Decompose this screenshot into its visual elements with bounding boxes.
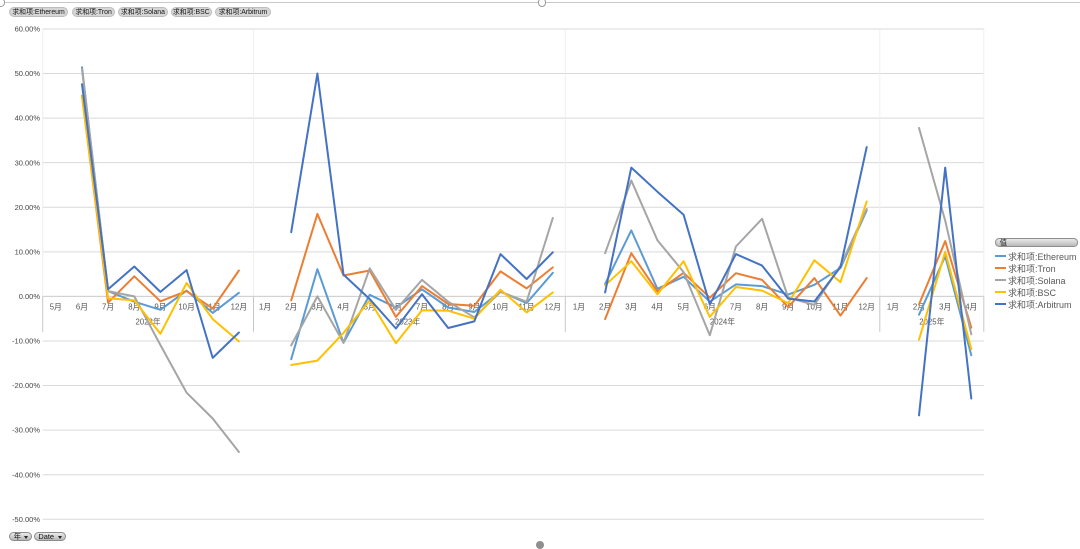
svg-text:10月: 10月 [178, 303, 194, 312]
svg-text:9月: 9月 [468, 303, 480, 312]
svg-text:11月: 11月 [833, 303, 849, 312]
svg-text:12月: 12月 [858, 303, 874, 312]
svg-text:0.00%: 0.00% [19, 292, 41, 301]
svg-text:11月: 11月 [519, 303, 535, 312]
svg-text:6月: 6月 [76, 303, 88, 312]
svg-text:2025年: 2025年 [919, 316, 944, 326]
svg-text:50.00%: 50.00% [15, 69, 41, 78]
svg-text:2月: 2月 [913, 303, 925, 312]
svg-text:-20.00%: -20.00% [12, 381, 40, 390]
svg-text:5月: 5月 [678, 303, 690, 312]
svg-text:9月: 9月 [154, 303, 166, 312]
svg-text:7月: 7月 [416, 303, 428, 312]
svg-text:3月: 3月 [311, 303, 323, 312]
svg-text:5月: 5月 [364, 303, 376, 312]
svg-text:2月: 2月 [285, 303, 297, 312]
svg-text:8月: 8月 [128, 303, 140, 312]
svg-text:2023年: 2023年 [395, 316, 420, 326]
svg-text:-50.00%: -50.00% [12, 515, 40, 524]
svg-text:3月: 3月 [939, 303, 951, 312]
svg-text:6月: 6月 [704, 303, 716, 312]
svg-text:4月: 4月 [337, 303, 349, 312]
svg-text:-30.00%: -30.00% [12, 426, 40, 435]
svg-text:12月: 12月 [545, 303, 561, 312]
svg-text:8月: 8月 [756, 303, 768, 312]
svg-text:30.00%: 30.00% [15, 158, 41, 167]
svg-text:7月: 7月 [730, 303, 742, 312]
svg-text:1月: 1月 [887, 303, 899, 312]
svg-text:40.00%: 40.00% [15, 114, 41, 123]
svg-text:1月: 1月 [259, 303, 271, 312]
svg-text:-40.00%: -40.00% [12, 470, 40, 479]
svg-text:10.00%: 10.00% [15, 247, 41, 256]
svg-text:2024年: 2024年 [710, 316, 735, 326]
svg-text:10月: 10月 [806, 303, 822, 312]
svg-text:20.00%: 20.00% [15, 203, 41, 212]
svg-text:10月: 10月 [492, 303, 508, 312]
svg-text:12月: 12月 [231, 303, 247, 312]
svg-text:4月: 4月 [965, 303, 977, 312]
svg-text:60.00%: 60.00% [15, 25, 41, 34]
svg-text:7月: 7月 [102, 303, 114, 312]
svg-text:3月: 3月 [625, 303, 637, 312]
svg-text:1月: 1月 [573, 303, 585, 312]
svg-text:4月: 4月 [651, 303, 663, 312]
svg-text:2月: 2月 [599, 303, 611, 312]
svg-text:-10.00%: -10.00% [12, 337, 40, 346]
svg-text:5月: 5月 [50, 303, 62, 312]
